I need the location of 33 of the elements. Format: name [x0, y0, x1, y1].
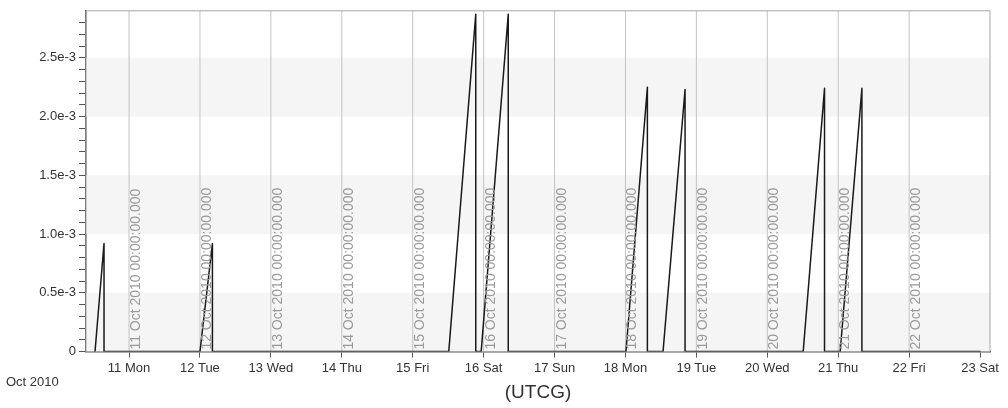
ref-line-label: 12 Oct 2010 00:00:00.000 [197, 187, 214, 350]
x-tick-label: 11 Mon [107, 359, 151, 375]
x-tick-label: 21 Thu [818, 359, 859, 375]
y-tick-label: 2.0e-3 [39, 108, 76, 124]
text: Oct 2010 [6, 374, 59, 389]
ref-line-label: 19 Oct 2010 00:00:00.000 [694, 187, 711, 350]
ref-line-label: 11 Oct 2010 00:00:00.000 [127, 188, 144, 350]
x-tick-label: 22 Fri [892, 359, 926, 375]
y-tick-label: 0 [68, 343, 76, 359]
x-tick-label: 20 Wed [745, 359, 790, 375]
x-tick-label: 15 Fri [396, 359, 430, 375]
ref-line-label: 15 Oct 2010 00:00:00.000 [410, 187, 427, 350]
ref-line-label: 20 Oct 2010 00:00:00.000 [765, 187, 782, 350]
ref-line-label: 16 Oct 2010 00:00:00.000 [481, 187, 498, 350]
y-tick-label: 0.5e-3 [39, 284, 76, 300]
x-tick-label: 14 Thu [321, 359, 362, 375]
x-tick-label: 13 Wed [248, 359, 294, 375]
x-tick-label: 17 Sun [533, 359, 576, 375]
ref-line-label: 14 Oct 2010 00:00:00.000 [339, 187, 356, 350]
ref-line-label: 21 Oct 2010 00:00:00.000 [836, 187, 853, 350]
y-tick-label: 2.5e-3 [39, 49, 76, 65]
y-tick-label: 1.0e-3 [39, 225, 76, 241]
ref-line-label: 13 Oct 2010 00:00:00.000 [268, 187, 285, 350]
y-tick-label: 1.5e-3 [39, 166, 76, 182]
x-tick-label: 12 Tue [180, 359, 220, 375]
x-tick-label: 16 Sat [464, 359, 503, 375]
x-tick-label: 18 Mon [603, 359, 648, 375]
x-tick-label: 19 Tue [676, 359, 717, 375]
ref-line-label: 18 Oct 2010 00:00:00.000 [623, 187, 640, 350]
x-tick-label: 23 Sat [961, 359, 1000, 375]
ref-line-label: 22 Oct 2010 00:00:00.000 [907, 187, 924, 350]
x-axis-title: (UTCG) [504, 380, 572, 402]
ref-line-label: 17 Oct 2010 00:00:00.000 [552, 187, 569, 350]
